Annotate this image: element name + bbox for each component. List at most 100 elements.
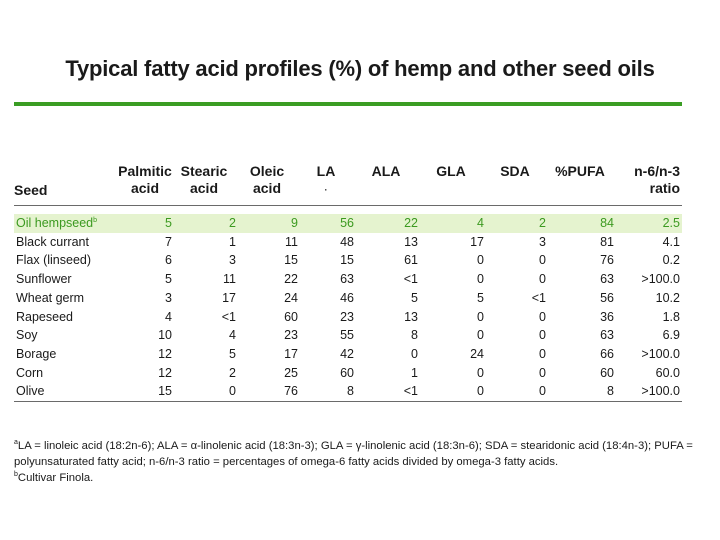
table-row: Oil hempseedb 5 2 9 56 22 4 2 84 2.5	[14, 214, 682, 233]
header-stearic: Stearic acid	[172, 163, 236, 206]
cell-ratio: 0.2	[662, 253, 680, 268]
cell-sda: <1	[531, 290, 546, 305]
table-row: Borage 12 5 17 42 0 24 0 66 >100.0	[14, 345, 682, 364]
header-ratio: n-6/n-3 ratio	[614, 163, 682, 206]
cell-oleic: 23	[284, 328, 298, 343]
cell-palmitic: 10	[158, 328, 172, 343]
cell-sda: 0	[539, 253, 546, 268]
cell-palmitic: 3	[165, 290, 172, 305]
cell-ratio: >100.0	[641, 272, 680, 287]
header-stearic-line2: acid	[189, 180, 218, 196]
cell-sda: 2	[484, 214, 546, 233]
cell-seed: Borage	[14, 345, 118, 364]
header-palmitic-line1: Palmitic	[118, 163, 172, 179]
cell-gla: 0	[477, 365, 484, 380]
cell-pufa: 8	[607, 384, 614, 399]
footnotes: aLA = linoleic acid (18:2n-6); ALA = α-l…	[14, 438, 694, 486]
cell-ala: 8	[411, 328, 418, 343]
table-body: Oil hempseedb 5 2 9 56 22 4 2 84 2.5 Black currant…	[14, 206, 682, 402]
cell-ratio: 1.8	[662, 309, 680, 324]
cell-ratio: 4.1	[662, 234, 680, 249]
header-la-line2: ·	[324, 185, 328, 195]
header-seed: Seed	[14, 182, 48, 198]
cell-stearic: 11	[223, 272, 236, 287]
table-row: Soy 10 4 23 55 8 0 0 63 6.9	[14, 326, 682, 345]
cell-oleic: 60	[284, 309, 298, 324]
seed-name: Soy	[16, 328, 38, 343]
cell-ratio: 6.9	[662, 328, 680, 343]
header-pufa: %PUFA	[555, 163, 605, 179]
table-row: Olive 15 0 76 8 <1 0 0 8 >100.0	[14, 382, 682, 402]
cell-la: 56	[298, 214, 354, 233]
cell-la: 60	[340, 365, 354, 380]
cell-ala: 0	[411, 346, 418, 361]
cell-la: 15	[340, 253, 354, 268]
cell-gla: 5	[477, 290, 484, 305]
cell-sda: 0	[539, 365, 546, 380]
cell-la: 63	[340, 272, 354, 287]
table-header-row: Seed Palmitic acid Stearic acid Oleic acid …	[14, 163, 682, 206]
cell-la: 23	[340, 309, 354, 324]
cell-stearic: 17	[222, 290, 236, 305]
header-palmitic: Palmitic acid	[118, 163, 172, 206]
cell-stearic: 2	[172, 214, 236, 233]
seed-name: Corn	[16, 365, 44, 380]
cell-palmitic: 5	[118, 214, 172, 233]
cell-seed: Oil hempseedb	[14, 214, 118, 233]
cell-la: 8	[347, 384, 354, 399]
cell-ratio: 60.0	[655, 365, 680, 380]
cell-pufa: 60	[600, 365, 614, 380]
cell-palmitic: 4	[165, 309, 172, 324]
cell-gla: 0	[477, 253, 484, 268]
title-underline	[14, 102, 682, 106]
table-row: Corn 12 2 25 60 1 0 0 60 60.0	[14, 364, 682, 383]
header-gla: GLA	[436, 163, 466, 179]
cell-ala: 5	[411, 290, 418, 305]
cell-pufa: 36	[600, 309, 614, 324]
slide-title: Typical fatty acid profiles (%) of hemp …	[65, 56, 655, 81]
footnote-b: bCultivar Finola.	[14, 470, 694, 486]
header-oleic-line1: Oleic	[249, 163, 285, 179]
cell-oleic: 24	[284, 290, 298, 305]
cell-stearic: 3	[229, 253, 236, 268]
cell-oleic: 17	[284, 346, 298, 361]
cell-gla: 4	[418, 214, 484, 233]
cell-seed: Soy	[14, 326, 118, 345]
fatty-acid-table: Seed Palmitic acid Stearic acid Oleic acid …	[14, 163, 682, 402]
cell-sda: 0	[539, 272, 546, 287]
seed-name: Wheat germ	[16, 290, 85, 305]
header-la-line1: LA	[316, 163, 336, 179]
cell-oleic: 11	[285, 234, 298, 249]
header-ratio-line2: ratio	[649, 180, 680, 196]
cell-palmitic: 12	[158, 346, 172, 361]
cell-stearic: 0	[229, 384, 236, 399]
cell-pufa: 66	[600, 346, 614, 361]
table-spacer	[14, 206, 682, 215]
cell-pufa: 84	[546, 214, 614, 233]
seed-name: Olive	[16, 384, 45, 399]
cell-stearic: 2	[229, 365, 236, 380]
header-la: LA ·	[298, 163, 354, 206]
header-ratio-line1: n-6/n-3	[634, 163, 680, 179]
cell-gla: 17	[470, 234, 484, 249]
cell-oleic: 22	[284, 272, 298, 287]
cell-oleic: 76	[284, 384, 298, 399]
cell-palmitic: 12	[158, 365, 172, 380]
cell-sda: 0	[539, 384, 546, 399]
footnote-b-text: Cultivar Finola.	[17, 472, 94, 484]
seed-name: Borage	[16, 346, 57, 361]
cell-oleic: 25	[284, 365, 298, 380]
cell-seed: Sunflower	[14, 270, 118, 289]
fatty-acid-table-container: Seed Palmitic acid Stearic acid Oleic acid …	[14, 163, 682, 402]
cell-seed: Rapeseed	[14, 308, 118, 327]
cell-ala: <1	[403, 272, 418, 287]
cell-pufa: 76	[600, 253, 614, 268]
cell-palmitic: 5	[165, 272, 172, 287]
cell-ala: 13	[404, 234, 418, 249]
header-ala: ALA	[371, 163, 401, 179]
cell-la: 55	[340, 328, 354, 343]
cell-sda: 0	[539, 309, 546, 324]
header-oleic: Oleic acid	[236, 163, 298, 206]
cell-gla: 0	[477, 272, 484, 287]
seed-name: Sunflower	[16, 272, 72, 287]
